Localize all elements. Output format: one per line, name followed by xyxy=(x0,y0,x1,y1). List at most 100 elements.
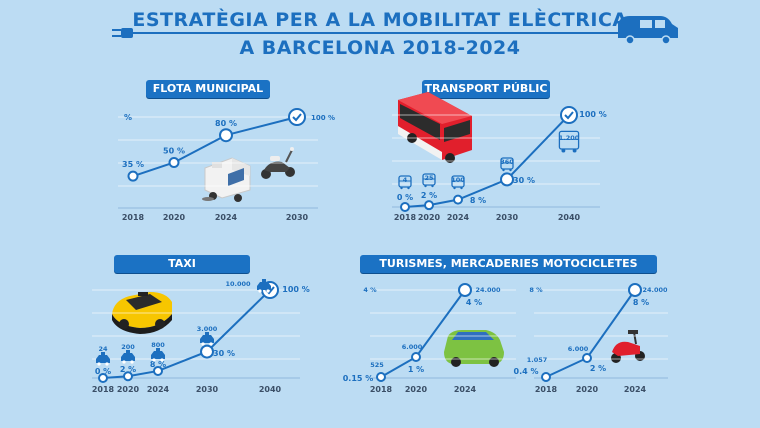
count-label-motocicletes: 24.000 xyxy=(642,286,668,294)
bus-icon xyxy=(558,130,580,153)
tick-label-flota: 2024 xyxy=(215,213,238,222)
data-point-turismes xyxy=(376,372,386,382)
data-point-flota xyxy=(127,170,139,182)
value-label-motocicletes: 0.4 % xyxy=(514,367,539,376)
tick-label-taxi: 2030 xyxy=(196,385,219,394)
value-label-flota: 35 % xyxy=(122,160,144,169)
data-point-taxi xyxy=(153,365,163,376)
taxi-icon xyxy=(121,350,135,364)
count-label-turismes: 6.000 xyxy=(402,343,423,351)
street-sweeper-illustration xyxy=(202,157,251,202)
header-transport-public: TRANSPORT PÚBLIC xyxy=(422,80,550,98)
tick-label-taxi: 2020 xyxy=(117,385,140,394)
bus-illustration xyxy=(398,92,472,163)
taxi-icon xyxy=(200,332,214,346)
data-point-flota xyxy=(219,128,233,143)
value-label-flota: 80 % xyxy=(215,119,237,128)
count-label-motocicletes: 1.057 xyxy=(527,356,548,364)
value-label-turismes: 1 % xyxy=(408,365,424,374)
tick-label-motocicletes: 2018 xyxy=(535,385,558,394)
check-icon xyxy=(560,106,578,124)
data-point-transport xyxy=(424,200,434,211)
count-label-motocicletes: 6.000 xyxy=(568,345,589,353)
y-axis-label-flota: % xyxy=(124,113,132,122)
tick-label-flota: 2020 xyxy=(163,213,186,222)
scooter-illustration xyxy=(261,147,295,179)
value-label-motocicletes: 2 % xyxy=(590,364,606,373)
count-label-taxi: 800 xyxy=(151,341,165,349)
value-label-taxi: 8 % xyxy=(150,360,166,369)
data-point-turismes xyxy=(458,283,472,297)
data-point-motocicletes xyxy=(582,353,592,363)
value-label-flota: 50 % xyxy=(163,147,185,156)
data-point-motocicletes xyxy=(628,283,642,297)
count-label-transport: 360 xyxy=(500,158,514,166)
count-label-transport: 100 xyxy=(451,176,465,184)
header-turismes: TURISMES, MERCADERIES MOTOCICLETES xyxy=(360,255,657,273)
value-label-turismes: 0.15 % xyxy=(343,374,374,383)
value-label-taxi: 100 % xyxy=(282,285,310,294)
value-label-taxi: 0 % xyxy=(95,367,111,376)
count-label-taxi: 24 xyxy=(98,345,108,353)
taxi-icon xyxy=(151,348,165,362)
value-label-motocicletes: 8 % xyxy=(633,298,649,307)
data-point-turismes xyxy=(411,352,421,362)
data-point-taxi xyxy=(98,373,108,383)
bus-icon xyxy=(422,173,436,188)
bus-icon xyxy=(451,175,465,190)
tick-label-transport: 2020 xyxy=(418,213,441,222)
count-label-taxi: 10.000 xyxy=(225,280,251,288)
count-label-taxi: 3.000 xyxy=(197,325,218,333)
bus-icon xyxy=(398,175,412,190)
value-label-transport: 8 % xyxy=(470,196,486,205)
tick-label-turismes: 2024 xyxy=(454,385,477,394)
bus-icon xyxy=(500,157,514,172)
electric-scooter-illustration xyxy=(611,330,645,363)
count-label-turismes: 525 xyxy=(370,361,384,369)
data-point-taxi xyxy=(123,371,133,382)
data-point-transport xyxy=(400,202,410,212)
y-axis-label-motocicletes: 8 % xyxy=(529,286,543,294)
tick-label-taxi: 2040 xyxy=(259,385,282,394)
value-label-flota: 100 % xyxy=(311,114,335,122)
tick-label-transport: 2040 xyxy=(558,213,581,222)
header-flota-municipal: FLOTA MUNICIPAL xyxy=(146,80,270,98)
count-label-transport: 25 xyxy=(424,174,434,182)
car-icon xyxy=(618,16,678,45)
plug-cable-decoration xyxy=(112,28,624,38)
value-label-taxi: 2 % xyxy=(120,365,136,374)
main-title-line-1: ESTRATÈGIA PER A LA MOBILITAT ELÈCTRICA xyxy=(132,9,628,31)
taxi-icon xyxy=(257,279,271,293)
header-taxi: TAXI xyxy=(114,255,250,273)
data-point-transport xyxy=(453,194,463,205)
check-icon xyxy=(288,108,306,126)
tick-label-flota: 2030 xyxy=(286,213,309,222)
tick-label-motocicletes: 2020 xyxy=(576,385,599,394)
value-label-transport: 2 % xyxy=(421,191,437,200)
data-point-motocicletes xyxy=(541,372,551,382)
tick-label-flota: 2018 xyxy=(122,213,145,222)
series-line-flota xyxy=(132,116,298,178)
tick-label-transport: 2024 xyxy=(447,213,470,222)
tick-label-turismes: 2020 xyxy=(405,385,428,394)
value-label-transport: 0 % xyxy=(397,193,413,202)
count-label-turismes: 24.000 xyxy=(475,286,501,294)
tick-label-transport: 2030 xyxy=(496,213,519,222)
value-label-turismes: 4 % xyxy=(466,298,482,307)
count-label-taxi: 200 xyxy=(121,343,135,351)
tick-label-transport: 2018 xyxy=(394,213,417,222)
value-label-taxi: 30 % xyxy=(213,349,235,358)
taxi-illustration xyxy=(112,292,172,334)
count-label-transport: 4 xyxy=(403,176,408,184)
electric-car-illustration xyxy=(444,330,504,367)
main-title-line-2: A BARCELONA 2018-2024 xyxy=(239,37,521,59)
tick-label-taxi: 2018 xyxy=(92,385,115,394)
value-label-transport: 100 % xyxy=(579,110,607,119)
tick-label-motocicletes: 2024 xyxy=(624,385,647,394)
y-axis-label-turismes: 4 % xyxy=(363,286,377,294)
taxi-icon xyxy=(96,352,110,366)
value-label-transport: 30 % xyxy=(513,176,535,185)
data-point-taxi xyxy=(200,344,214,359)
